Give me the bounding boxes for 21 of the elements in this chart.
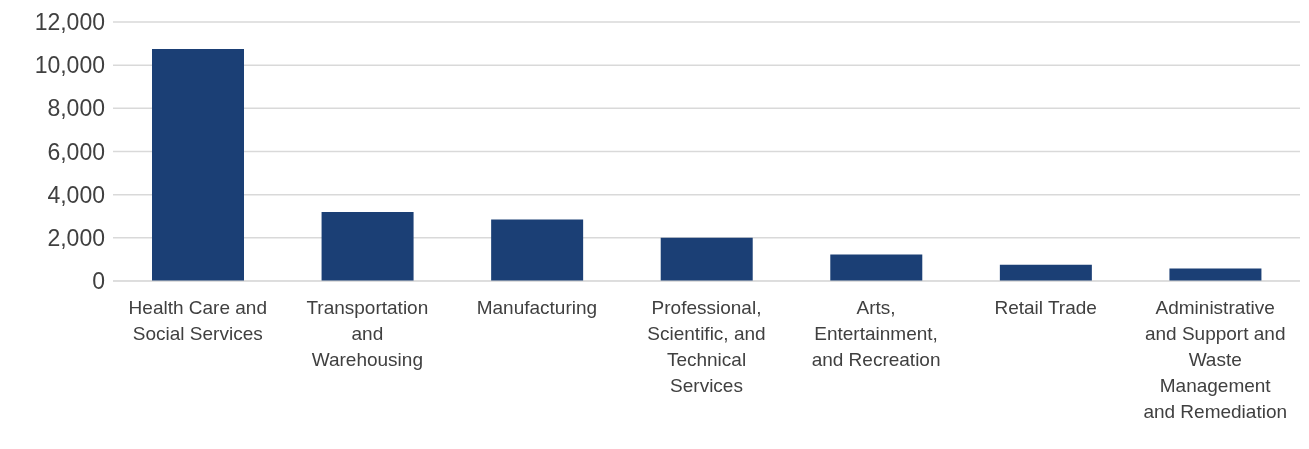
y-tick-label: 0 <box>92 268 105 295</box>
y-tick-label: 10,000 <box>34 52 105 79</box>
x-tick-label: Professional, Scientific, and Technical Services <box>647 297 766 396</box>
x-tick-label: Manufacturing <box>476 297 598 318</box>
bar <box>491 219 584 281</box>
y-tick-label: 6,000 <box>47 138 105 165</box>
x-tick-label: Transportation and Warehousing <box>306 297 429 370</box>
y-tick-label: 12,000 <box>34 9 105 36</box>
y-tick-label: 8,000 <box>47 95 105 122</box>
x-tick-label: Health Care and Social Services <box>128 297 267 344</box>
x-tick-label: Retail Trade <box>994 297 1097 318</box>
bar <box>152 48 244 281</box>
y-tick-label: 4,000 <box>47 181 105 208</box>
bar <box>1169 268 1262 281</box>
y-tick-label: 2,000 <box>47 225 105 251</box>
bar <box>999 264 1092 281</box>
x-tick-label: Administrative and Support and Waste Management and Remediation <box>1143 297 1288 422</box>
bar <box>830 254 923 281</box>
bar <box>660 237 753 281</box>
bar <box>321 211 414 281</box>
x-tick-label: Arts, Entertainment, and Recreation <box>811 297 941 370</box>
